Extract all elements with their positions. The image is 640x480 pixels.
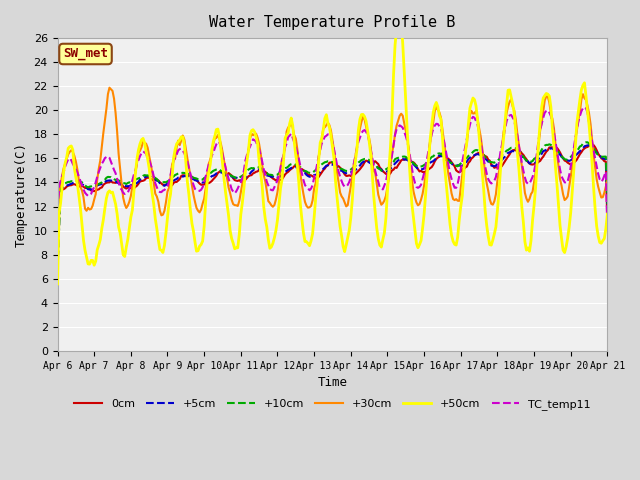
Y-axis label: Temperature(C): Temperature(C)	[15, 142, 28, 247]
X-axis label: Time: Time	[317, 376, 348, 389]
Text: SW_met: SW_met	[63, 48, 108, 60]
Title: Water Temperature Profile B: Water Temperature Profile B	[209, 15, 456, 30]
Legend: 0cm, +5cm, +10cm, +30cm, +50cm, TC_temp11: 0cm, +5cm, +10cm, +30cm, +50cm, TC_temp1…	[70, 394, 595, 414]
